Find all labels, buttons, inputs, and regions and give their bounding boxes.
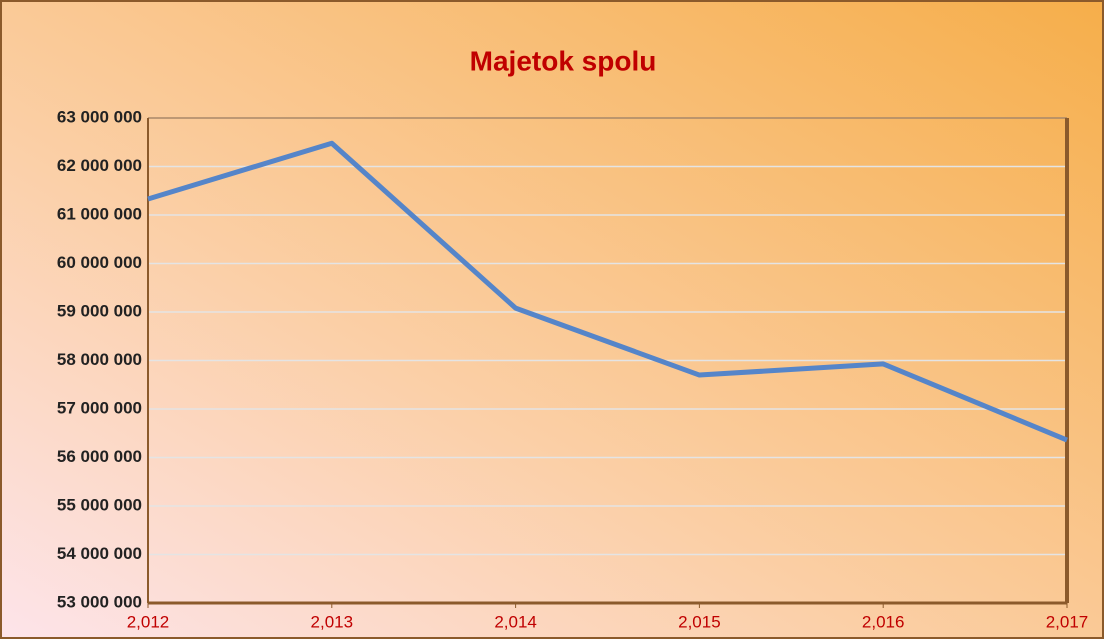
x-tick-label: 2,012 <box>127 612 170 631</box>
y-tick-label: 55 000 000 <box>57 495 142 514</box>
y-tick-label: 63 000 000 <box>57 107 142 126</box>
x-tick-label: 2,013 <box>311 612 354 631</box>
y-tick-label: 53 000 000 <box>57 592 142 611</box>
x-tick-label: 2,015 <box>678 612 721 631</box>
y-tick-label: 62 000 000 <box>57 156 142 175</box>
y-tick-label: 56 000 000 <box>57 447 142 466</box>
y-tick-label: 54 000 000 <box>57 544 142 563</box>
y-tick-label: 59 000 000 <box>57 301 142 320</box>
x-tick-label: 2,014 <box>494 612 537 631</box>
data-line <box>147 140 1068 443</box>
chart-title: Majetok spolu <box>470 45 657 76</box>
y-tick-label: 60 000 000 <box>57 253 142 272</box>
y-tick-label: 57 000 000 <box>57 398 142 417</box>
y-tick-label: 61 000 000 <box>57 204 142 223</box>
x-tick-label: 2,016 <box>862 612 905 631</box>
y-tick-label: 58 000 000 <box>57 350 142 369</box>
x-tick-label: 2,017 <box>1046 612 1089 631</box>
